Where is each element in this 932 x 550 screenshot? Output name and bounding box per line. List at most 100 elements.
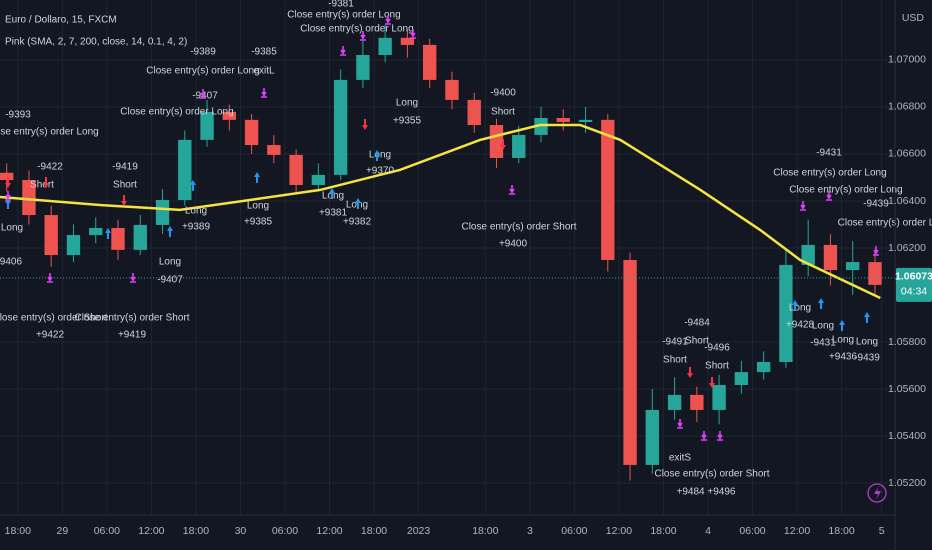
long-arrow	[355, 198, 361, 209]
trade-label: Long	[1, 223, 23, 234]
long-arrow	[818, 298, 824, 309]
exit-marker	[873, 246, 879, 256]
trade-label: +9484 +9496	[677, 487, 736, 498]
candle-body	[378, 37, 392, 56]
x-tick-label: 06:00	[561, 525, 587, 537]
alert-bolt	[874, 486, 881, 500]
x-tick-label: 06:00	[94, 525, 120, 537]
short-arrow	[687, 367, 693, 378]
candle-body	[868, 262, 882, 285]
grid	[0, 0, 895, 515]
x-tick-label: 30	[235, 525, 247, 537]
exit-marker	[261, 88, 267, 98]
long-arrow	[792, 300, 798, 311]
candle-body	[645, 409, 660, 465]
x-tick-label: 12:00	[138, 525, 164, 537]
long-arrow	[254, 172, 260, 183]
short-arrow	[709, 377, 715, 388]
trade-label: -9439	[854, 353, 880, 364]
sma-line	[0, 123, 881, 300]
candle-body	[756, 361, 771, 373]
candle-body	[823, 244, 838, 271]
x-tick-label: 18:00	[828, 525, 854, 537]
trade-label: Close entry(s) order L	[838, 218, 932, 229]
candle-body	[66, 235, 81, 256]
y-tick-label: 1.05200	[888, 477, 926, 489]
candle-body	[178, 139, 192, 201]
short-arrow	[121, 195, 127, 206]
alert-icon[interactable]	[867, 483, 887, 503]
y-tick-label: 1.05800	[888, 336, 926, 348]
last-price-label: 1.06073	[895, 271, 932, 283]
trade-label: +9381	[319, 208, 348, 219]
trade-label: Close entry(s) order Short	[74, 313, 189, 324]
trade-label: -9422	[37, 162, 63, 173]
candle-body	[244, 119, 259, 146]
short-arrow	[362, 119, 368, 130]
candle-body	[22, 180, 36, 216]
y-tick-label: 1.05400	[888, 430, 926, 442]
trade-label: exitS	[669, 453, 692, 464]
candle-body	[200, 111, 214, 140]
trade-label: -9385	[251, 47, 277, 58]
long-arrow	[105, 228, 111, 239]
x-tick-label: 18:00	[472, 525, 498, 537]
candle-body	[267, 145, 281, 155]
x-tick-label: 18:00	[183, 525, 209, 537]
trade-label: -9407	[192, 91, 218, 102]
trade-label: Close entry(s) order Long	[146, 66, 259, 77]
trade-label: Short	[663, 355, 687, 366]
candle-body	[846, 262, 860, 271]
candle-body	[445, 79, 459, 100]
trade-label: -9393	[5, 110, 31, 121]
candle-body	[111, 228, 125, 250]
candle-body	[133, 224, 147, 250]
candle-body	[155, 200, 170, 225]
trade-label: Close entry(s) order Long	[287, 10, 400, 21]
trade-label: Close entry(s) order Long	[300, 24, 413, 35]
trade-label: -9419	[112, 162, 138, 173]
y-tick-label: 1.06600	[888, 148, 926, 160]
trade-label: Long	[856, 337, 878, 348]
candle-body	[578, 119, 593, 122]
trade-label: -9491	[662, 337, 688, 348]
x-tick-label: 06:00	[272, 525, 298, 537]
exit-marker	[509, 185, 515, 195]
trade-label: Short	[30, 180, 54, 191]
trade-label: Close entry(s) order Long	[773, 168, 886, 179]
trade-label: +9385	[244, 217, 273, 228]
trade-label: Close entry(s) order Long	[789, 185, 902, 196]
candle-body	[467, 99, 481, 126]
exit-marker	[701, 431, 707, 441]
x-tick-label: 29	[56, 525, 68, 537]
candle-body	[356, 55, 370, 80]
annotations: -9393 Close entry(s) order Long -9422 Short…	[0, 0, 932, 498]
exit-marker	[385, 15, 391, 25]
trade-label: Long	[832, 335, 854, 346]
candle-body	[734, 372, 749, 386]
long-arrow	[864, 312, 870, 323]
trade-label: Close entry(s) order Long	[120, 107, 233, 118]
trade-label: Short	[491, 107, 515, 118]
trade-label: -9484	[684, 318, 710, 329]
x-tick-label: 3	[527, 525, 533, 537]
trade-label: Long	[789, 303, 811, 314]
trade-label: Long	[369, 150, 391, 161]
trade-label: Close entry(s) order Short	[654, 469, 769, 480]
candle-body	[333, 79, 348, 175]
long-arrow	[167, 226, 173, 237]
candle-body	[311, 174, 326, 185]
trade-label: +9422	[36, 330, 65, 341]
trade-label: +9436	[829, 352, 858, 363]
trade-label: +9419	[118, 330, 147, 341]
trade-label: -9439	[863, 199, 889, 210]
exit-marker	[200, 89, 206, 99]
exit-marker	[130, 273, 136, 283]
candle-body	[534, 117, 548, 135]
trade-label: Short	[685, 336, 709, 347]
trade-label: -9407	[157, 275, 183, 286]
trade-label: +9428	[786, 320, 815, 331]
trade-label: -9389	[190, 47, 216, 58]
plot	[0, 24, 895, 481]
